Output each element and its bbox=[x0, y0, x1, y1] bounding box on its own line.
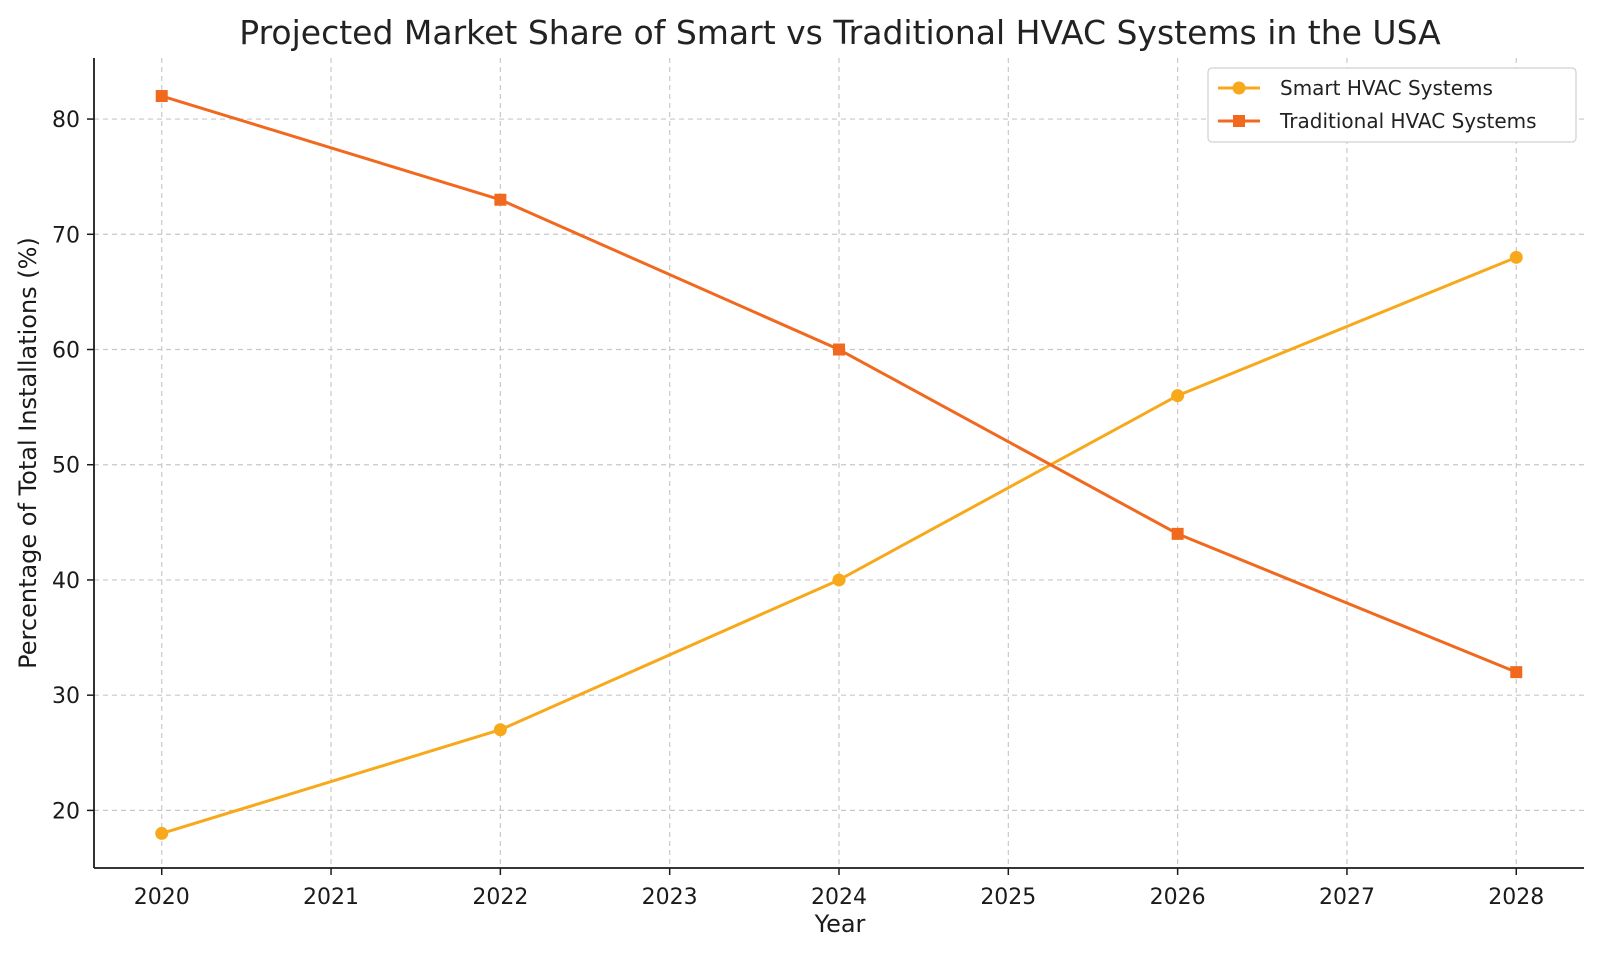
x-tick-label: 2024 bbox=[811, 885, 867, 910]
data-point-circle bbox=[1171, 389, 1185, 403]
series-layer bbox=[155, 90, 1523, 840]
data-point-square bbox=[155, 90, 168, 103]
legend-box bbox=[1207, 67, 1577, 143]
x-tick-label: 2028 bbox=[1488, 885, 1544, 910]
y-tick-label: 70 bbox=[52, 223, 80, 248]
legend-item-traditional-hvac[interactable]: Traditional HVAC Systems bbox=[1218, 109, 1537, 133]
data-point-square bbox=[833, 343, 845, 356]
data-point-circle bbox=[832, 573, 846, 587]
data-point-square bbox=[1171, 527, 1184, 540]
x-tick-label: 2023 bbox=[642, 885, 698, 910]
y-tick-label: 80 bbox=[52, 108, 80, 133]
y-tick-label: 20 bbox=[52, 799, 80, 824]
data-point-circle bbox=[155, 826, 169, 840]
y-tick-label: 30 bbox=[52, 684, 80, 709]
data-point-circle bbox=[1509, 250, 1523, 264]
legend-circle-marker bbox=[1232, 81, 1246, 95]
y-tick-label: 60 bbox=[52, 339, 80, 364]
legend[interactable]: Smart HVAC Systems Traditional HVAC Syste… bbox=[1207, 67, 1577, 143]
x-tick-label: 2022 bbox=[472, 885, 528, 910]
data-point-square bbox=[494, 193, 507, 206]
tick-labels: 2020 2021 2022 2023 2024 2025 2026 2027 2028 20 30… bbox=[52, 108, 1544, 910]
x-axis-label: Year bbox=[814, 910, 866, 938]
data-point-circle bbox=[493, 723, 507, 737]
x-tick-label: 2026 bbox=[1150, 885, 1206, 910]
axes bbox=[87, 58, 1584, 875]
chart-title: Projected Market Share of Smart vs Tradi… bbox=[239, 13, 1441, 52]
legend-label: Smart HVAC Systems bbox=[1280, 76, 1493, 100]
legend-item-smart-hvac[interactable]: Smart HVAC Systems bbox=[1218, 76, 1493, 100]
data-point-square bbox=[1510, 666, 1523, 679]
series-traditional-hvac bbox=[155, 90, 1523, 679]
y-axis-label: Percentage of Total Installations (%) bbox=[14, 237, 42, 669]
series-smart-hvac bbox=[155, 250, 1523, 840]
x-tick-label: 2025 bbox=[980, 885, 1036, 910]
legend-label: Traditional HVAC Systems bbox=[1279, 109, 1537, 133]
legend-square-marker bbox=[1233, 115, 1245, 127]
y-tick-label: 50 bbox=[52, 454, 80, 479]
x-tick-label: 2020 bbox=[134, 885, 190, 910]
y-tick-label: 40 bbox=[52, 569, 80, 594]
x-tick-label: 2027 bbox=[1319, 885, 1375, 910]
x-tick-label: 2021 bbox=[303, 885, 359, 910]
grid bbox=[94, 58, 1584, 868]
